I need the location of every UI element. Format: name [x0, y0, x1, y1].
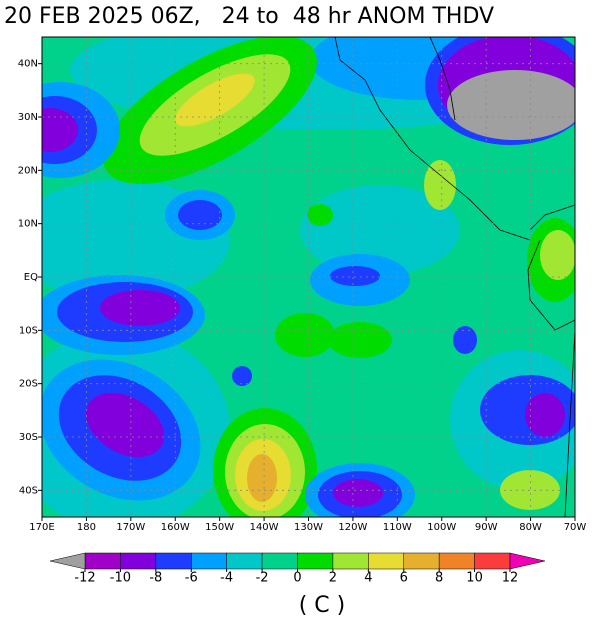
colorbar-label: -12 [74, 571, 95, 586]
y-tick-label: 40S [19, 485, 38, 496]
contour [86, 392, 164, 458]
contour [247, 454, 277, 502]
colorbar-swatch [261, 552, 298, 570]
colorbar-swatch [226, 552, 263, 570]
y-tick-label: 30S [19, 432, 38, 443]
colorbar-swatch [155, 552, 192, 570]
colorbar-over [509, 552, 546, 570]
y-tick-label: 10S [19, 325, 38, 336]
colorbar-label: -10 [110, 571, 131, 586]
contour [100, 290, 180, 326]
contour [525, 393, 565, 437]
contour [42, 108, 78, 152]
colorbar-label: -6 [185, 571, 198, 586]
y-tick-label: EQ [24, 272, 38, 283]
x-tick-label: 110W [383, 522, 412, 533]
field [42, 37, 575, 517]
contour [175, 73, 255, 127]
contour [424, 160, 456, 210]
y-tick-label: 10N [18, 219, 38, 230]
colorbar-label: 10 [466, 571, 483, 586]
colorbar-under [49, 552, 86, 570]
land-mask [447, 70, 575, 140]
x-tick-label: 100W [427, 522, 456, 533]
coastline [527, 204, 575, 517]
map-frame [41, 36, 576, 518]
colorbar: -12 -10 -8 -6 -4 -2 0 2 4 6 8 10 12 [49, 552, 546, 586]
contour [232, 366, 252, 386]
colorbar-label: 12 [502, 571, 519, 586]
x-tick-label: 170E [29, 522, 54, 533]
contour [540, 230, 575, 280]
title: 20 FEB 2025 06Z, 24 to 48 hr ANOM THDV [4, 4, 494, 29]
colorbar-label: 6 [400, 571, 408, 586]
x-tick-label: 120W [338, 522, 367, 533]
colorbar-label: -4 [220, 571, 233, 586]
contour [275, 313, 335, 357]
colorbar-label: 4 [364, 571, 372, 586]
colorbar-label: 0 [293, 571, 301, 586]
colorbar-swatch [438, 552, 475, 570]
x-tick-label: 90W [475, 522, 498, 533]
colorbar-swatch [368, 552, 405, 570]
colorbar-swatch [191, 552, 227, 570]
colorbar-units: ( C ) [299, 593, 346, 618]
contour [330, 266, 380, 286]
colorbar-swatch [297, 552, 334, 570]
colorbar-label: -8 [149, 571, 162, 586]
contour [307, 204, 333, 226]
x-tick-label: 130W [294, 522, 323, 533]
contour [300, 185, 460, 275]
colorbar-swatch [332, 552, 369, 570]
x-tick-label: 80W [519, 522, 542, 533]
x-tick-label: 180 [77, 522, 96, 533]
x-tick-label: 170W [116, 522, 145, 533]
y-tick-label: 20S [19, 379, 38, 390]
colorbar-swatch [403, 552, 440, 570]
coastline [334, 37, 531, 241]
colorbar-label: 8 [435, 571, 443, 586]
contour [328, 322, 392, 358]
x-tick-label: 140W [250, 522, 279, 533]
y-tick-label: 40N [18, 59, 38, 70]
y-tick-label: 20N [18, 165, 38, 176]
x-tick-label: 150W [205, 522, 234, 533]
colorbar-swatch [474, 552, 511, 570]
colorbar-label: -2 [256, 571, 269, 586]
contour [453, 326, 477, 354]
colorbar-swatch [84, 552, 121, 570]
contour [178, 200, 222, 230]
x-tick-label: 160W [161, 522, 190, 533]
x-tick-label: 70W [564, 522, 587, 533]
contour [333, 479, 383, 507]
y-tick-label: 30N [18, 112, 38, 123]
colorbar-swatch [120, 552, 157, 570]
colorbar-label: 2 [329, 571, 337, 586]
